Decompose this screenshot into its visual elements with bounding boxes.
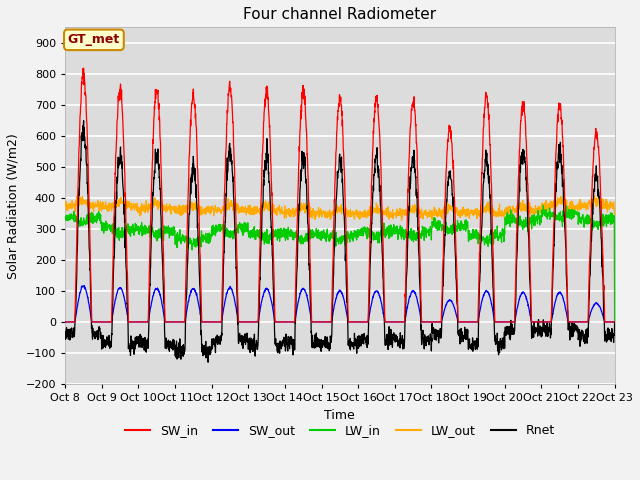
Legend: SW_in, SW_out, LW_in, LW_out, Rnet: SW_in, SW_out, LW_in, LW_out, Rnet [120, 419, 560, 442]
X-axis label: Time: Time [324, 408, 355, 421]
Title: Four channel Radiometer: Four channel Radiometer [243, 7, 436, 22]
Text: GT_met: GT_met [68, 33, 120, 47]
Y-axis label: Solar Radiation (W/m2): Solar Radiation (W/m2) [7, 133, 20, 278]
